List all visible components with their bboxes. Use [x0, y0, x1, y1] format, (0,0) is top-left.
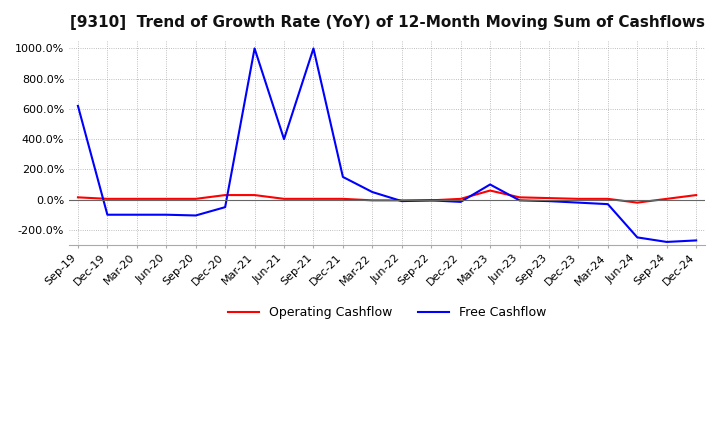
Operating Cashflow [397, 198, 406, 203]
Free Cashflow [692, 238, 701, 243]
Free Cashflow [309, 46, 318, 51]
Free Cashflow [603, 202, 612, 207]
Title: [9310]  Trend of Growth Rate (YoY) of 12-Month Moving Sum of Cashflows: [9310] Trend of Growth Rate (YoY) of 12-… [70, 15, 705, 30]
Operating Cashflow [486, 188, 495, 193]
Operating Cashflow [279, 196, 288, 202]
Operating Cashflow [633, 200, 642, 205]
Free Cashflow [633, 235, 642, 240]
Operating Cashflow [309, 196, 318, 202]
Free Cashflow [192, 213, 200, 218]
Free Cashflow [73, 103, 82, 109]
Free Cashflow [456, 199, 465, 205]
Free Cashflow [279, 136, 288, 142]
Free Cashflow [662, 239, 671, 245]
Line: Operating Cashflow: Operating Cashflow [78, 191, 696, 203]
Operating Cashflow [338, 196, 347, 202]
Operating Cashflow [368, 198, 377, 203]
Free Cashflow [397, 198, 406, 204]
Free Cashflow [574, 200, 582, 205]
Operating Cashflow [251, 192, 259, 198]
Operating Cashflow [221, 192, 230, 198]
Operating Cashflow [456, 196, 465, 202]
Operating Cashflow [103, 196, 112, 202]
Operating Cashflow [662, 196, 671, 202]
Free Cashflow [132, 212, 141, 217]
Legend: Operating Cashflow, Free Cashflow: Operating Cashflow, Free Cashflow [223, 301, 552, 324]
Operating Cashflow [692, 192, 701, 198]
Operating Cashflow [132, 196, 141, 202]
Operating Cashflow [162, 196, 171, 202]
Operating Cashflow [516, 194, 524, 200]
Free Cashflow [368, 189, 377, 194]
Free Cashflow [162, 212, 171, 217]
Free Cashflow [251, 46, 259, 51]
Free Cashflow [338, 174, 347, 180]
Operating Cashflow [192, 196, 200, 202]
Operating Cashflow [73, 194, 82, 200]
Free Cashflow [427, 198, 436, 203]
Operating Cashflow [574, 196, 582, 202]
Operating Cashflow [427, 198, 436, 203]
Free Cashflow [544, 198, 553, 204]
Line: Free Cashflow: Free Cashflow [78, 48, 696, 242]
Free Cashflow [516, 198, 524, 203]
Operating Cashflow [544, 195, 553, 201]
Free Cashflow [103, 212, 112, 217]
Free Cashflow [221, 205, 230, 210]
Operating Cashflow [603, 196, 612, 202]
Free Cashflow [486, 182, 495, 187]
